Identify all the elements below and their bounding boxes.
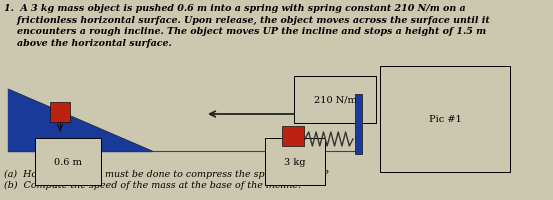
Text: Pic #1: Pic #1 [429,115,461,124]
Bar [50,102,70,122]
Text: (b)  Compute the speed of the mass at the base of the incline.: (b) Compute the speed of the mass at the… [4,180,301,189]
Text: 3 kg: 3 kg [284,157,306,166]
Text: (a)  How much work must be done to compress the spring initially?: (a) How much work must be done to compre… [4,169,328,178]
Bar [355,95,362,154]
Polygon shape [8,90,152,151]
Text: above the horizontal surface.: above the horizontal surface. [4,38,172,47]
Text: 210 N/m: 210 N/m [314,96,357,104]
Text: 1.  A 3 kg mass object is pushed 0.6 m into a spring with spring constant 210 N/: 1. A 3 kg mass object is pushed 0.6 m in… [4,4,466,13]
Text: frictionless horizontal surface. Upon release, the object moves across the surfa: frictionless horizontal surface. Upon re… [4,15,490,24]
Text: 0.6 m: 0.6 m [54,157,82,166]
Bar [282,126,304,146]
Text: encounters a rough incline. The object moves UP the incline and stops a height o: encounters a rough incline. The object m… [4,27,486,36]
